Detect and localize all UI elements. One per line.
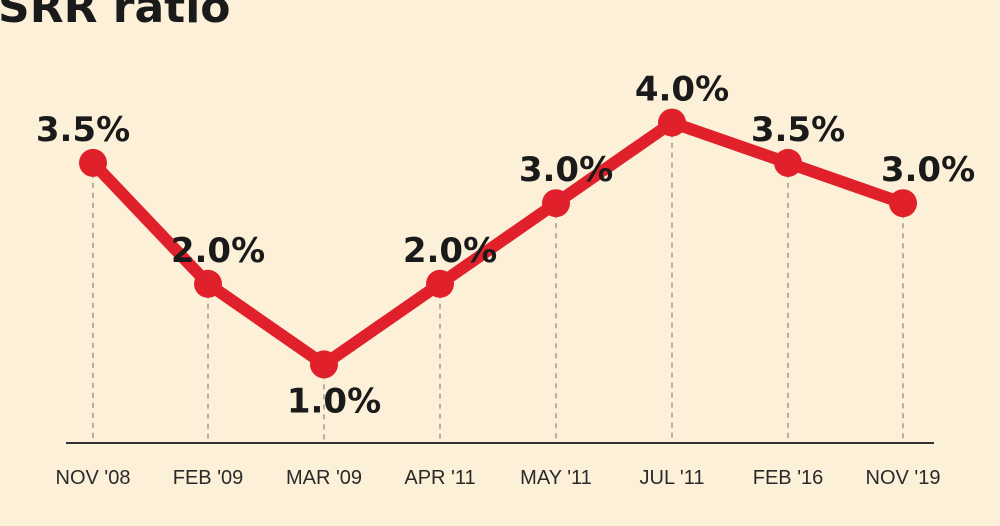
data-point [426, 269, 454, 298]
data-point [542, 189, 570, 218]
data-point [79, 148, 107, 177]
data-label: 2.0% [171, 231, 265, 271]
data-point [889, 189, 917, 218]
x-tick-label: FEB '09 [173, 467, 244, 489]
x-tick-label: FEB '16 [753, 467, 824, 489]
data-label: 3.0% [519, 150, 613, 190]
series-line [87, 116, 909, 371]
chart-title: SRR ratio [0, 0, 231, 33]
data-label: 1.0% [287, 381, 381, 421]
data-label: 3.5% [751, 110, 845, 150]
data-label: 2.0% [403, 231, 497, 271]
x-tick-label: MAR '09 [286, 467, 362, 489]
data-label: 3.0% [881, 150, 975, 190]
data-label: 4.0% [635, 70, 729, 110]
x-tick-label: MAY '11 [520, 467, 592, 489]
data-labels: 3.5% 2.0% 1.0% 2.0% 3.0% 4.0% 3.5% 3.0% [36, 70, 975, 422]
data-points [79, 108, 917, 379]
data-label: 3.5% [36, 110, 130, 150]
data-point [658, 108, 686, 137]
data-point [194, 269, 222, 298]
data-point [310, 350, 338, 379]
x-tick-labels: NOV '08 FEB '09 MAR '09 APR '11 MAY '11 JUL '… [56, 467, 941, 489]
x-tick-label: NOV '19 [866, 467, 941, 489]
x-tick-label: JUL '11 [640, 467, 705, 489]
data-point [774, 148, 802, 177]
x-tick-label: NOV '08 [56, 467, 131, 489]
x-tick-label: APR '11 [404, 467, 475, 489]
